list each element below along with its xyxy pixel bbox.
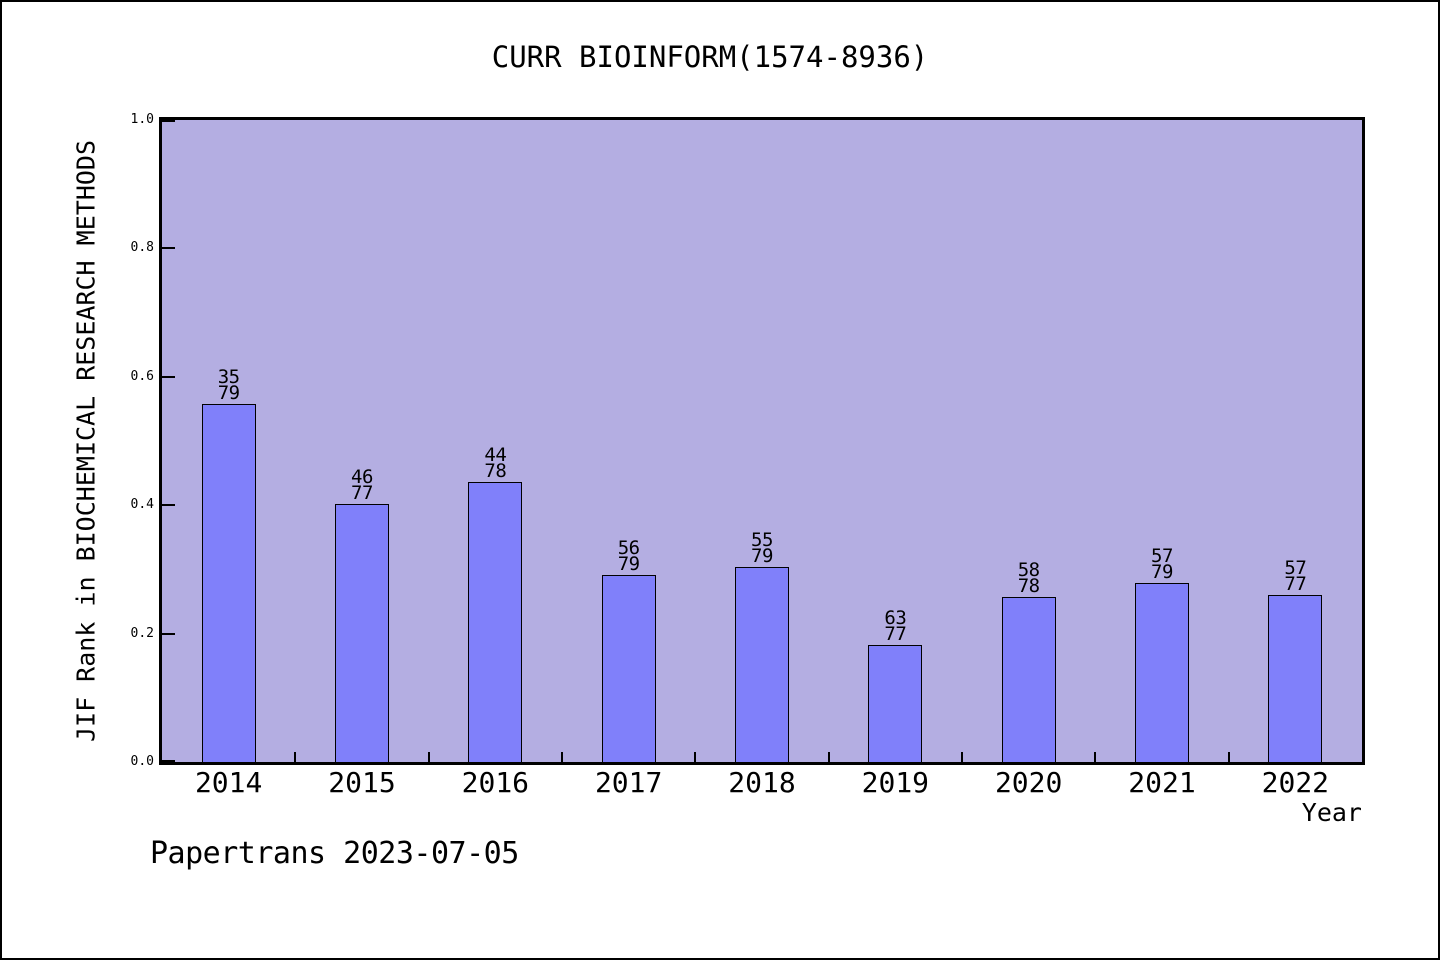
- y-axis-label: JIF Rank in BIOCHEMICAL RESEARCH METHODS: [71, 139, 101, 743]
- bar-value-label-2018: 55 79: [751, 528, 773, 567]
- bar-rank: 57: [1284, 557, 1307, 580]
- bar-rank: 44: [484, 444, 507, 467]
- x-axis-label: Year: [1301, 798, 1362, 827]
- y-tick-label-0.6: 0.6: [130, 368, 154, 384]
- bar-2019: [868, 645, 923, 762]
- bar-2020: [1001, 597, 1056, 762]
- x-minor-tick: [1227, 752, 1230, 762]
- bar-total: 79: [217, 382, 240, 405]
- y-major-tick: [162, 120, 175, 122]
- y-tick-label-0.0: 0.0: [130, 754, 154, 769]
- bar-value-label-2021: 57 79: [1151, 545, 1173, 584]
- bar-total: 77: [351, 481, 373, 504]
- bar-2014: [201, 404, 256, 762]
- y-tick-label-0.8: 0.8: [130, 240, 154, 256]
- y-tick-label-0.4: 0.4: [130, 497, 154, 513]
- y-major-tick: [162, 760, 175, 762]
- bar-value-label-2020: 58 78: [1017, 559, 1040, 598]
- y-tick-label-1.0: 1.0: [130, 112, 154, 127]
- y-major-tick: [162, 375, 175, 378]
- bar-rank: 56: [617, 537, 640, 560]
- chart-title: CURR BIOINFORM(1574-8936): [491, 40, 929, 74]
- bar-value-label-2014: 35 79: [217, 366, 240, 405]
- bar-total: 79: [1151, 561, 1173, 584]
- bar-value-label-2022: 57 77: [1284, 557, 1307, 596]
- x-minor-tick: [1094, 752, 1097, 762]
- x-minor-tick: [561, 752, 563, 762]
- bar-value-label-2015: 46 77: [351, 465, 373, 504]
- bar-2017: [601, 575, 656, 762]
- x-minor-tick: [961, 752, 963, 762]
- y-tick-label-0.2: 0.2: [130, 625, 154, 641]
- x-minor-tick: [694, 752, 697, 762]
- plot-area: 35 79 46 77 44 78 56 79 55 79 63 77 58 78 57 79 57 77: [159, 117, 1365, 765]
- bar-total: 78: [484, 460, 507, 483]
- y-major-tick: [162, 632, 175, 635]
- bar-rank: 63: [884, 607, 907, 630]
- bar-rank: 58: [1017, 559, 1040, 582]
- y-major-tick: [162, 504, 175, 507]
- x-minor-tick: [427, 752, 430, 762]
- bar-value-label-2019: 63 77: [884, 607, 907, 646]
- bar-rank: 46: [351, 465, 373, 488]
- footer-watermark: Papertrans 2023-07-05: [150, 836, 519, 871]
- bar-rank: 55: [751, 528, 773, 551]
- bar-total: 77: [884, 623, 907, 646]
- x-tick-label-2016: 2016: [461, 766, 530, 799]
- bar-rank: 57: [1151, 545, 1173, 568]
- bar-2021: [1135, 583, 1189, 762]
- x-tick-label-2015: 2015: [328, 766, 396, 799]
- bar-total: 77: [1284, 573, 1307, 596]
- bar-2015: [335, 503, 389, 762]
- bar-2018: [735, 566, 789, 762]
- bar-2022: [1268, 595, 1323, 762]
- x-tick-label-2021: 2021: [1128, 766, 1196, 799]
- bar-2016: [468, 482, 523, 762]
- x-tick-label-2022: 2022: [1261, 766, 1330, 799]
- bar-total: 79: [751, 544, 773, 567]
- x-tick-label-2014: 2014: [194, 766, 263, 799]
- x-tick-label-2017: 2017: [594, 766, 663, 799]
- bar-value-label-2016: 44 78: [484, 444, 507, 483]
- x-minor-tick: [827, 752, 830, 762]
- bar-rank: 35: [217, 366, 240, 389]
- x-tick-label-2018: 2018: [728, 766, 796, 799]
- bar-total: 78: [1017, 575, 1040, 598]
- x-tick-label-2020: 2020: [994, 766, 1063, 799]
- bar-total: 79: [617, 553, 640, 576]
- bar-value-label-2017: 56 79: [617, 537, 640, 576]
- x-minor-tick: [294, 752, 297, 762]
- x-tick-label-2019: 2019: [861, 766, 930, 799]
- y-major-tick: [162, 247, 175, 250]
